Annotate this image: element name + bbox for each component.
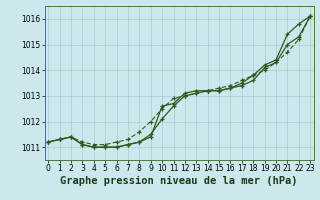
X-axis label: Graphe pression niveau de la mer (hPa): Graphe pression niveau de la mer (hPa)	[60, 176, 298, 186]
